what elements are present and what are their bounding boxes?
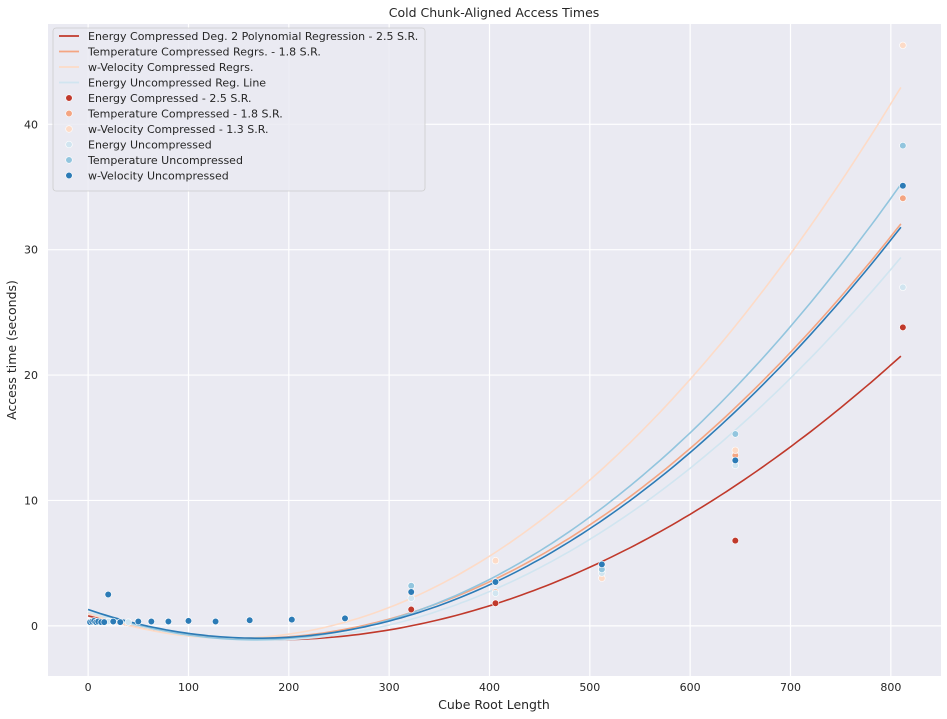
y-tick-label: 20: [24, 369, 38, 382]
data-point-series-3: [407, 594, 415, 602]
x-tick-label: 200: [278, 681, 299, 694]
chart-title: Cold Chunk-Aligned Access Times: [389, 5, 600, 20]
tick-labels: 0 100 200 300 400 500 600 700 800 0 10 20 30 40: [24, 118, 901, 694]
data-point-series-5: [134, 617, 142, 626]
data-point-series-4: [899, 142, 907, 150]
data-point-series-5: [731, 456, 739, 464]
legend-label: w-Velocity Compressed Regrs.: [88, 61, 253, 74]
data-point-series-5: [341, 614, 349, 622]
data-point-series-5: [407, 588, 415, 596]
data-point-series-2: [899, 41, 907, 49]
data-point-series-3: [899, 283, 907, 291]
data-point-series-5: [109, 617, 117, 626]
data-point-series-5: [147, 617, 155, 626]
y-axis-label: Access time (seconds): [4, 280, 19, 420]
x-tick-label: 700: [780, 681, 801, 694]
x-tick-label: 800: [880, 681, 901, 694]
y-tick-label: 10: [24, 494, 38, 507]
data-point-series-0: [731, 536, 739, 545]
data-point-series-4: [731, 430, 739, 438]
x-tick-label: 600: [680, 681, 701, 694]
legend-dot-marker: [65, 140, 73, 149]
data-point-series-5: [104, 590, 112, 599]
legend-label: Energy Compressed Deg. 2 Polynomial Regr…: [88, 30, 418, 43]
legend-label: Energy Uncompressed Reg. Line: [88, 77, 266, 90]
data-point-series-2: [491, 557, 500, 565]
legend-dot-marker: [65, 94, 73, 102]
data-point-series-5: [899, 182, 907, 190]
y-tick-label: 0: [31, 620, 38, 633]
legend-dot-marker: [65, 156, 73, 164]
legend-dot-marker: [65, 171, 73, 180]
data-point-series-2: [731, 446, 739, 454]
data-point-series-3: [491, 589, 500, 597]
x-tick-label: 400: [479, 681, 500, 694]
data-point-series-5: [116, 618, 124, 626]
legend-box: [52, 27, 426, 192]
x-tick-label: 500: [579, 681, 600, 694]
data-point-series-5: [598, 560, 606, 569]
data-point-series-0: [491, 599, 500, 607]
data-point-series-5: [184, 617, 193, 625]
regression-line-4: [87, 183, 902, 641]
data-point-series-5: [211, 617, 220, 626]
data-point-series-5: [246, 616, 254, 624]
data-point-series-5: [288, 615, 296, 624]
data-point-series-3: [124, 618, 132, 626]
legend-label: Temperature Uncompressed: [87, 154, 243, 167]
legend-label: Temperature Compressed - 1.8 S.R.: [87, 108, 283, 121]
x-axis-label: Cube Root Length: [438, 697, 550, 712]
legend-label: w-Velocity Compressed - 1.3 S.R.: [88, 123, 269, 136]
data-point-series-5: [491, 578, 500, 586]
x-tick-label: 0: [85, 681, 92, 694]
data-points: [86, 41, 907, 626]
legend-label: Energy Compressed - 2.5 S.R.: [88, 92, 252, 105]
legend-dot-marker: [65, 125, 73, 133]
legend: Energy Compressed Deg. 2 Polynomial Regr…: [52, 27, 426, 192]
x-tick-label: 100: [178, 681, 199, 694]
x-tick-label: 300: [379, 681, 400, 694]
data-point-series-5: [100, 618, 108, 626]
data-point-series-1: [899, 194, 907, 202]
legend-label: Energy Uncompressed: [88, 139, 212, 152]
legend-dot-marker: [65, 109, 73, 118]
data-point-series-4: [407, 582, 415, 590]
data-point-series-5: [164, 617, 173, 626]
y-tick-label: 30: [24, 244, 38, 257]
legend-label: Temperature Compressed Regrs. - 1.8 S.R.: [87, 46, 321, 59]
legend-label: w-Velocity Uncompressed: [88, 170, 229, 183]
data-point-series-0: [407, 605, 415, 614]
data-point-series-0: [899, 323, 907, 332]
y-tick-label: 40: [24, 118, 38, 131]
